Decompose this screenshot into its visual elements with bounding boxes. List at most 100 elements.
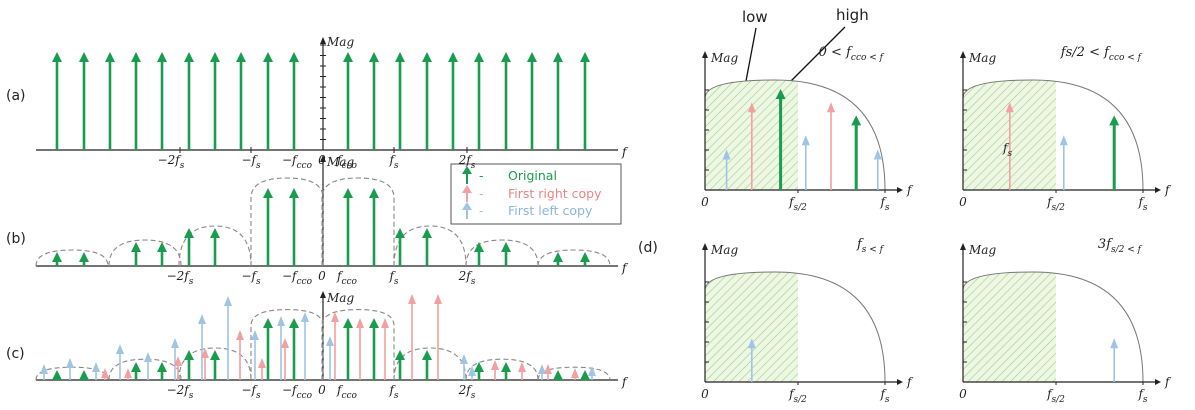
subpanel-2: f Mag 0 fs/2 fs fs fs/2 < fcco < f	[959, 45, 1172, 213]
panel-b-impulse	[210, 228, 220, 266]
panel-c-impulse-original	[553, 370, 563, 380]
panel-b-impulse	[553, 252, 563, 266]
mag-label: Mag	[710, 51, 738, 65]
panel-a-tick-label: fs	[388, 153, 398, 171]
envelope-arc	[704, 79, 886, 191]
panel-a-tick-label: fcco	[336, 153, 358, 171]
panel-c-impulse-right	[571, 368, 579, 380]
panel-b-envelope	[537, 249, 611, 267]
panel-c-envelope	[465, 358, 539, 381]
panel-b-mag-label: Mag	[326, 155, 354, 169]
panel-b-tick-label: 2fs	[458, 269, 476, 287]
panel-c-mag-label: Mag	[326, 291, 354, 305]
envelope-arc	[962, 79, 1144, 191]
panel-c-impulse-original	[52, 370, 62, 380]
panel-b-tick-label: fcco	[336, 269, 358, 287]
panel-c-impulse-left	[92, 362, 100, 380]
legend-label-right: First right copy	[508, 186, 602, 201]
panel-c-f-label: f	[621, 375, 629, 389]
f-label: f	[906, 375, 914, 389]
panel-c-impulse-original	[474, 362, 484, 380]
panel-c-impulse-original	[79, 370, 89, 380]
panel-b-envelope	[465, 239, 539, 267]
panel-c-tick-label: −fs	[241, 383, 261, 401]
hatched-region	[705, 80, 798, 190]
impulse-left	[873, 149, 882, 190]
panel-c-impulse-original	[157, 362, 167, 380]
x-tick-label: 0	[959, 387, 967, 401]
panel-b-impulse	[263, 188, 273, 266]
panel-a-impulse	[105, 52, 115, 150]
panel-b-envelope	[393, 225, 467, 267]
panel-c-impulse-right	[491, 360, 499, 380]
panel-a-impulse	[343, 52, 353, 150]
panel-c-impulse-left	[171, 338, 179, 380]
fs-label: fs	[1002, 141, 1012, 159]
impulse-original	[1109, 115, 1120, 190]
panel-a-impulse	[448, 52, 458, 150]
legend-label-left: First left copy	[508, 203, 593, 218]
panel-c-impulse-right	[201, 348, 209, 380]
panel-label-a: (a)	[6, 88, 26, 104]
panel-c-impulse-left	[116, 344, 124, 380]
x-tick-label: fs/2	[1046, 195, 1065, 213]
panel-c-envelope	[537, 366, 611, 381]
panel-c-envelope	[250, 309, 324, 380]
panel-b-impulse	[131, 242, 141, 266]
panel-a-impulse	[422, 52, 432, 150]
panel-a-impulse	[157, 52, 167, 150]
panel-a-impulse	[210, 52, 220, 150]
x-tick-label: 0	[959, 195, 967, 209]
panel-c-impulse-left	[144, 352, 152, 380]
panel-c-impulse-right	[331, 312, 339, 380]
impulse-left	[801, 135, 810, 190]
panel-c-tick-label: −fcco	[282, 383, 313, 401]
panel-b-impulse	[52, 252, 62, 266]
legend-original: - Original	[462, 166, 557, 184]
x-tick-label: fs/2	[1046, 387, 1065, 405]
panel-a-tick-label: −fcco	[282, 153, 313, 171]
panel-c-impulse-left	[301, 312, 309, 380]
panel-c-impulse-original	[131, 362, 141, 380]
panel-b-envelope	[35, 249, 109, 267]
panel-a-impulse	[236, 52, 246, 150]
panel-b-impulse	[501, 242, 511, 266]
mag-label: Mag	[968, 243, 996, 257]
panel-b-tick-label: −2fs	[167, 269, 194, 287]
x-tick-label: 0	[701, 195, 709, 209]
panel-c-impulse-left	[66, 358, 74, 380]
x-tick-label: fs	[1137, 195, 1147, 213]
hatched-region	[963, 80, 1056, 190]
legend-right: - First right copy	[462, 185, 602, 202]
panel-a-impulse	[263, 52, 273, 150]
panel-b-tick-label: −fcco	[282, 269, 313, 287]
x-tick-label: fs	[1137, 387, 1147, 405]
panel-c-impulse-right	[281, 338, 289, 380]
panel-b-envelope	[178, 225, 252, 267]
panel-c-tick-label: fcco	[336, 383, 358, 401]
legend-dash-left: -	[479, 203, 484, 218]
impulse-original	[775, 89, 786, 190]
x-tick-label: fs/2	[788, 387, 807, 405]
panel-c-impulse-left	[538, 364, 546, 380]
panel-b-impulse	[369, 188, 379, 266]
panel-c-impulse-original	[422, 350, 432, 380]
panel-a-impulse	[395, 52, 405, 150]
panel-a-mag-label: Mag	[326, 35, 354, 49]
panel-a-tick-label: 2fs	[458, 153, 476, 171]
panel-c-impulse-right	[434, 294, 442, 380]
panel-b-impulse	[580, 252, 590, 266]
panel-c-impulse-left	[277, 316, 285, 380]
x-tick-label: fs	[879, 195, 889, 213]
panel-c-impulse-right	[356, 318, 364, 380]
panel-c-impulse-original	[369, 318, 379, 380]
envelope-arc	[704, 271, 886, 383]
subpanel-4: f Mag 0 fs/2 fs 3fs/2 < f	[959, 237, 1172, 405]
condition-label: 3fs/2 < f	[1098, 237, 1143, 255]
panel-a-impulse	[553, 52, 563, 150]
panel-c-impulse-left	[460, 354, 468, 380]
legend: - Original - First right copy - First le…	[450, 163, 622, 225]
panel-a-impulse	[52, 52, 62, 150]
